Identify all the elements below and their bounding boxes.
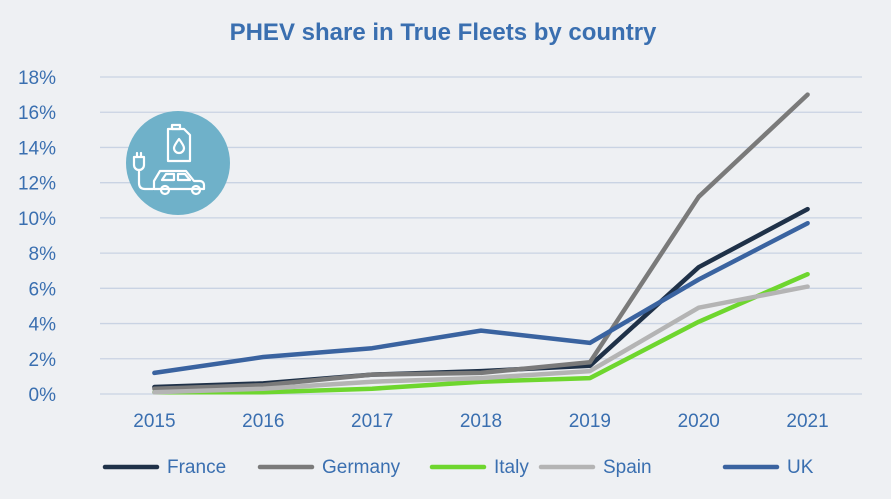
legend-label: Italy bbox=[494, 457, 529, 478]
x-tick-label: 2019 bbox=[569, 411, 611, 432]
legend-item-france: France bbox=[102, 457, 226, 478]
chart-title: PHEV share in True Fleets by country bbox=[230, 19, 657, 46]
y-tick-label: 6% bbox=[29, 279, 57, 300]
legend-item-spain: Spain bbox=[538, 457, 652, 478]
legend-label: UK bbox=[787, 457, 814, 478]
series-line-italy bbox=[152, 271, 810, 395]
y-tick-label: 10% bbox=[18, 209, 56, 230]
y-tick-label: 18% bbox=[18, 68, 56, 89]
y-tick-label: 16% bbox=[18, 103, 56, 124]
y-axis-ticks: 0% 2% 4% 6% 8% 10% 12% 14% 16% 18% bbox=[18, 68, 56, 406]
x-tick-label: 2020 bbox=[678, 411, 720, 432]
legend-item-italy: Italy bbox=[429, 457, 529, 478]
x-tick-label: 2016 bbox=[242, 411, 284, 432]
x-tick-label: 2021 bbox=[786, 411, 828, 432]
y-tick-label: 4% bbox=[29, 315, 57, 336]
legend-label: France bbox=[167, 457, 226, 478]
gridlines bbox=[100, 76, 862, 395]
series-lines bbox=[152, 92, 810, 395]
series-line-uk bbox=[152, 220, 810, 376]
phev-car-fuel-plug-icon bbox=[126, 111, 230, 215]
y-tick-label: 8% bbox=[29, 244, 57, 265]
y-tick-label: 12% bbox=[18, 174, 56, 195]
legend-label: Spain bbox=[603, 457, 652, 478]
series-line-germany bbox=[152, 92, 810, 391]
y-tick-label: 14% bbox=[18, 138, 56, 159]
x-tick-label: 2018 bbox=[460, 411, 502, 432]
y-tick-label: 0% bbox=[29, 385, 57, 406]
legend-label: Germany bbox=[322, 457, 401, 478]
series-line-spain bbox=[152, 284, 810, 395]
x-tick-label: 2015 bbox=[133, 411, 175, 432]
legend-item-germany: Germany bbox=[257, 457, 401, 478]
y-tick-label: 2% bbox=[29, 350, 57, 371]
legend: France Germany Italy Spain UK bbox=[102, 457, 814, 478]
x-axis-ticks: 2015 2016 2017 2018 2019 2020 2021 bbox=[133, 411, 828, 432]
x-tick-label: 2017 bbox=[351, 411, 393, 432]
legend-item-uk: UK bbox=[722, 457, 814, 478]
